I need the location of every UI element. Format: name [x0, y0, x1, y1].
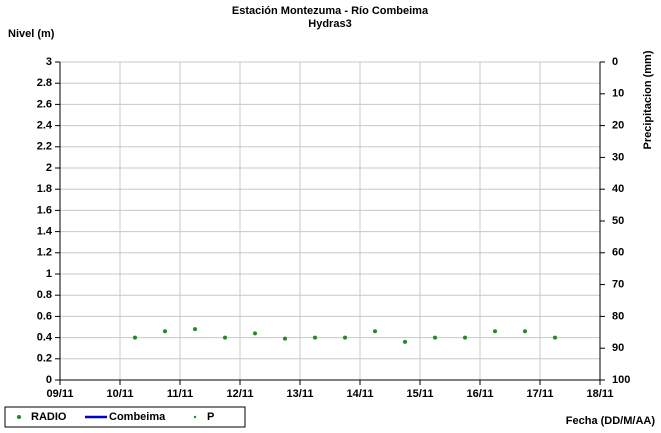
y-tick-label: 2.6	[37, 98, 52, 110]
y2-tick-label: 70	[612, 279, 624, 291]
data-point	[403, 339, 407, 344]
y2-tick-label: 30	[612, 151, 624, 163]
data-point	[283, 336, 287, 341]
chart-subtitle: Hydras3	[308, 18, 351, 30]
y2-axis-label: Precipitacion (mm)	[642, 50, 654, 149]
y-tick-label: 1.2	[37, 247, 52, 259]
x-axis-label: Fecha (DD/M/AA)	[566, 415, 656, 427]
data-point	[493, 329, 497, 334]
data-point	[313, 335, 317, 340]
chart-title: Estación Montezuma - Río Combeima	[232, 5, 429, 17]
y-tick-label: 0.2	[37, 353, 52, 365]
x-tick-label: 17/11	[527, 388, 554, 400]
legend-swatch	[17, 415, 21, 419]
x-tick-label: 12/11	[227, 388, 254, 400]
y-tick-label: 1.6	[37, 204, 52, 216]
x-tick-label: 10/11	[107, 388, 134, 400]
y-axis-label: Nivel (m)	[8, 28, 55, 40]
x-tick-label: 15/11	[407, 388, 434, 400]
x-tick-label: 18/11	[587, 388, 614, 400]
data-point	[343, 335, 347, 340]
y-tick-label: 2.8	[37, 77, 52, 89]
y2-tick-label: 10	[612, 88, 624, 100]
data-point	[193, 327, 197, 332]
y2-tick-label: 20	[612, 120, 624, 132]
y2-tick-label: 100	[612, 374, 630, 386]
data-point	[223, 335, 227, 340]
data-point	[463, 335, 467, 340]
y-tick-label: 0.6	[37, 310, 52, 322]
y-tick-label: 0.4	[37, 332, 53, 344]
y2-tick-label: 80	[612, 310, 624, 322]
y2-tick-label: 60	[612, 247, 624, 259]
x-tick-label: 09/11	[47, 388, 74, 400]
y-tick-label: 1.8	[37, 183, 52, 195]
y-tick-label: 2.2	[37, 141, 52, 153]
legend-label: RADIO	[31, 411, 67, 423]
x-tick-label: 11/11	[167, 388, 193, 400]
legend-label: P	[207, 411, 214, 423]
y-tick-label: 0	[46, 374, 52, 386]
data-point	[133, 335, 137, 340]
plot-area	[59, 61, 601, 381]
x-tick-label: 13/11	[287, 388, 314, 400]
x-tick-label: 16/11	[467, 388, 494, 400]
y-tick-label: 1	[46, 268, 52, 280]
x-tick-label: 14/11	[347, 388, 374, 400]
legend-label: Combeima	[109, 411, 166, 423]
data-point	[523, 329, 527, 334]
y-tick-label: 0.8	[37, 289, 52, 301]
y2-tick-label: 40	[612, 183, 624, 195]
y-tick-label: 1.4	[37, 226, 53, 238]
y-tick-label: 2	[46, 162, 52, 174]
legend-box	[4, 406, 246, 428]
data-point	[553, 335, 557, 340]
legend-swatch	[193, 415, 197, 419]
data-point	[433, 335, 437, 340]
data-point	[373, 329, 377, 334]
data-point	[163, 329, 167, 334]
y-tick-label: 2.4	[37, 120, 53, 132]
y2-tick-label: 90	[612, 342, 624, 354]
data-point	[253, 331, 257, 336]
y2-tick-label: 0	[612, 56, 618, 68]
y-tick-label: 3	[46, 56, 52, 68]
y2-tick-label: 50	[612, 215, 624, 227]
